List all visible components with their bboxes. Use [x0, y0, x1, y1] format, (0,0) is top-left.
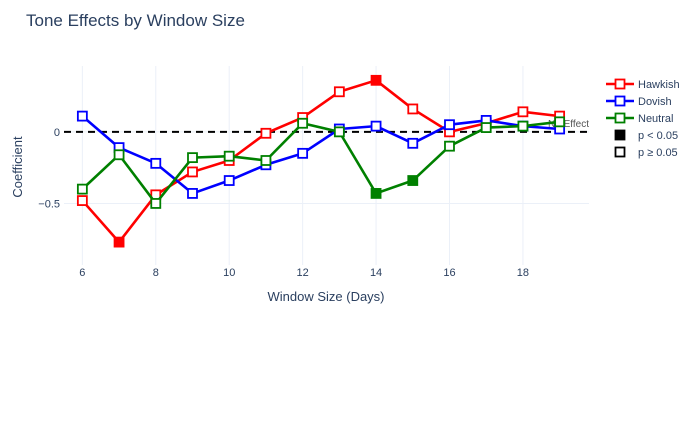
- x-tick-label: 16: [443, 267, 455, 279]
- grid: [64, 66, 589, 265]
- neutral-point[interactable]: [223, 150, 235, 162]
- series-group: [76, 74, 566, 248]
- x-tick-label: 8: [153, 267, 159, 279]
- legend-marker: [614, 146, 626, 158]
- legend-item-dovish[interactable]: Dovish: [606, 95, 672, 108]
- dovish-point[interactable]: [223, 175, 235, 186]
- neutral-point[interactable]: [554, 116, 566, 128]
- legend-label: p < 0.05: [638, 130, 678, 142]
- y-axis: 0 −0.5: [38, 127, 60, 211]
- neutral-point[interactable]: [113, 149, 125, 161]
- hawkish-point[interactable]: [370, 74, 382, 86]
- y-tick-label: 0: [54, 127, 60, 139]
- dovish-point[interactable]: [407, 137, 419, 149]
- legend-label: Dovish: [638, 96, 672, 108]
- neutral-point[interactable]: [260, 155, 272, 166]
- hawkish-point[interactable]: [113, 236, 125, 248]
- legend-marker: [614, 129, 626, 141]
- hawkish-series: [76, 74, 566, 248]
- x-tick-label: 14: [370, 267, 382, 279]
- dovish-point[interactable]: [370, 120, 382, 132]
- legend[interactable]: Hawkish Dovish Neutral p < 0.05 p ≥ 0.05: [606, 78, 680, 159]
- neutral-point[interactable]: [370, 188, 382, 199]
- legend-label: Neutral: [638, 113, 673, 125]
- hawkish-point[interactable]: [333, 86, 345, 98]
- neutral-series: [76, 116, 566, 209]
- dovish-point[interactable]: [76, 110, 88, 122]
- neutral-point[interactable]: [480, 122, 492, 133]
- legend-item-not-significant[interactable]: p ≥ 0.05: [614, 146, 678, 159]
- neutral-point[interactable]: [333, 126, 345, 138]
- x-tick-label: 12: [297, 267, 309, 279]
- y-tick-label: −0.5: [38, 198, 60, 210]
- hawkish-line: [81, 79, 560, 244]
- hawkish-point[interactable]: [260, 127, 272, 139]
- neutral-point[interactable]: [187, 152, 198, 164]
- dovish-point[interactable]: [297, 147, 309, 159]
- hawkish-point[interactable]: [517, 106, 529, 118]
- reference-line-group: No Effect: [64, 119, 589, 133]
- hawkish-point[interactable]: [187, 166, 198, 178]
- neutral-point[interactable]: [444, 140, 455, 152]
- dovish-line: [81, 115, 560, 195]
- x-axis-label: Window Size (Days): [267, 289, 384, 304]
- dovish-point[interactable]: [150, 157, 162, 169]
- dovish-point[interactable]: [444, 119, 455, 131]
- legend-item-neutral[interactable]: Neutral: [606, 112, 673, 125]
- neutral-point[interactable]: [150, 198, 162, 209]
- neutral-point[interactable]: [517, 120, 529, 132]
- x-tick-label: 18: [517, 267, 529, 279]
- legend-swatch-marker: [614, 95, 626, 107]
- legend-swatch-marker: [614, 78, 626, 90]
- legend-label: p ≥ 0.05: [638, 147, 678, 159]
- no-effect-label: No Effect: [548, 119, 589, 130]
- x-tick-label: 6: [79, 267, 85, 279]
- neutral-point[interactable]: [407, 175, 419, 186]
- legend-item-significant[interactable]: p < 0.05: [614, 129, 679, 142]
- dovish-point[interactable]: [187, 188, 198, 199]
- hawkish-point[interactable]: [76, 195, 88, 206]
- hawkish-point[interactable]: [407, 103, 419, 115]
- x-tick-label: 10: [223, 267, 235, 279]
- x-axis: 6 8 10 12 14 16 18: [79, 267, 529, 279]
- legend-label: Hawkish: [638, 79, 680, 91]
- legend-item-hawkish[interactable]: Hawkish: [606, 78, 680, 91]
- y-axis-label: Coefficient: [10, 136, 25, 198]
- neutral-line: [81, 120, 560, 205]
- neutral-point[interactable]: [76, 183, 88, 195]
- legend-swatch-marker: [614, 112, 626, 124]
- neutral-point[interactable]: [297, 117, 309, 129]
- chart-title: Tone Effects by Window Size: [26, 11, 245, 30]
